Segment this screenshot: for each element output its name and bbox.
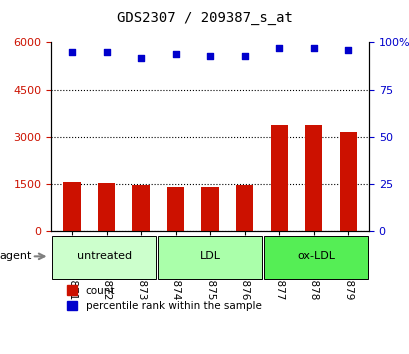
Bar: [166, 187, 184, 231]
Point: [241, 53, 247, 58]
FancyBboxPatch shape: [157, 236, 262, 279]
Text: agent: agent: [0, 251, 32, 261]
FancyBboxPatch shape: [263, 236, 367, 279]
Bar: [132, 185, 149, 231]
Point: [69, 49, 75, 55]
Text: untreated: untreated: [76, 251, 131, 261]
Bar: [201, 187, 218, 231]
Bar: [304, 125, 321, 231]
Point: [207, 53, 213, 58]
Text: GDS2307 / 209387_s_at: GDS2307 / 209387_s_at: [117, 11, 292, 25]
Legend: count, percentile rank within the sample: count, percentile rank within the sample: [63, 281, 265, 315]
Text: LDL: LDL: [199, 251, 220, 261]
Bar: [236, 185, 253, 231]
Text: ox-LDL: ox-LDL: [296, 251, 334, 261]
Bar: [270, 125, 287, 231]
Bar: [63, 182, 81, 231]
Point: [275, 45, 282, 51]
Bar: [98, 183, 115, 231]
Point: [344, 47, 351, 53]
Point: [103, 49, 110, 55]
Point: [172, 51, 178, 57]
FancyBboxPatch shape: [52, 236, 156, 279]
Bar: [339, 132, 356, 231]
Point: [310, 45, 316, 51]
Point: [137, 55, 144, 61]
